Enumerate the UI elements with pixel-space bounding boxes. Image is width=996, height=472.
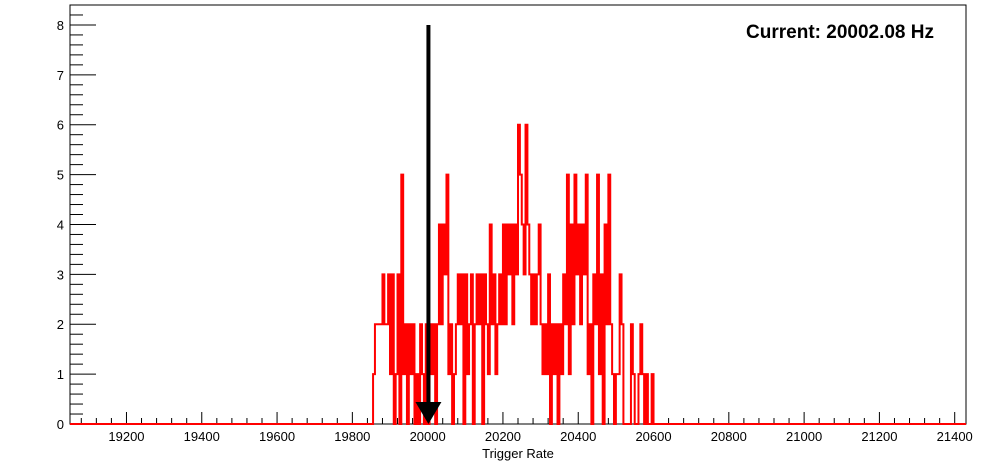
x-tick-label: 20200 [485,429,521,444]
y-tick-label: 2 [57,317,64,332]
y-tick-label: 7 [57,68,64,83]
x-axis-title: Trigger Rate [482,446,554,461]
x-tick-label: 21200 [861,429,897,444]
y-tick-label: 0 [57,417,64,432]
axis-ticks [70,4,956,425]
y-tick-label: 5 [57,168,64,183]
x-tick-label: 20000 [410,429,446,444]
y-tick-label: 8 [57,18,64,33]
x-tick-label: 19800 [334,429,370,444]
x-tick-label: 19400 [184,429,220,444]
y-tick-label: 6 [57,118,64,133]
arrow-head [415,402,442,424]
x-tick-label: 20800 [711,429,747,444]
x-tick-label: 21400 [937,429,973,444]
x-axis-tick-labels: 19200 19400 19600 19800 20000 20200 20400 20600… [108,429,972,444]
y-tick-label: 1 [57,367,64,382]
y-tick-label: 3 [57,267,64,282]
x-tick-label: 20600 [635,429,671,444]
x-tick-label: 19200 [108,429,144,444]
x-tick-label: 20400 [560,429,596,444]
histogram-series-line [70,123,966,425]
x-tick-label: 19600 [259,429,295,444]
y-axis-tick-labels: 0 1 2 3 4 5 6 7 8 [57,18,64,432]
current-rate-annotation: Current: 20002.08 Hz [746,22,934,43]
x-tick-label: 21000 [786,429,822,444]
current-rate-arrow [415,24,442,424]
y-tick-label: 4 [57,217,64,232]
